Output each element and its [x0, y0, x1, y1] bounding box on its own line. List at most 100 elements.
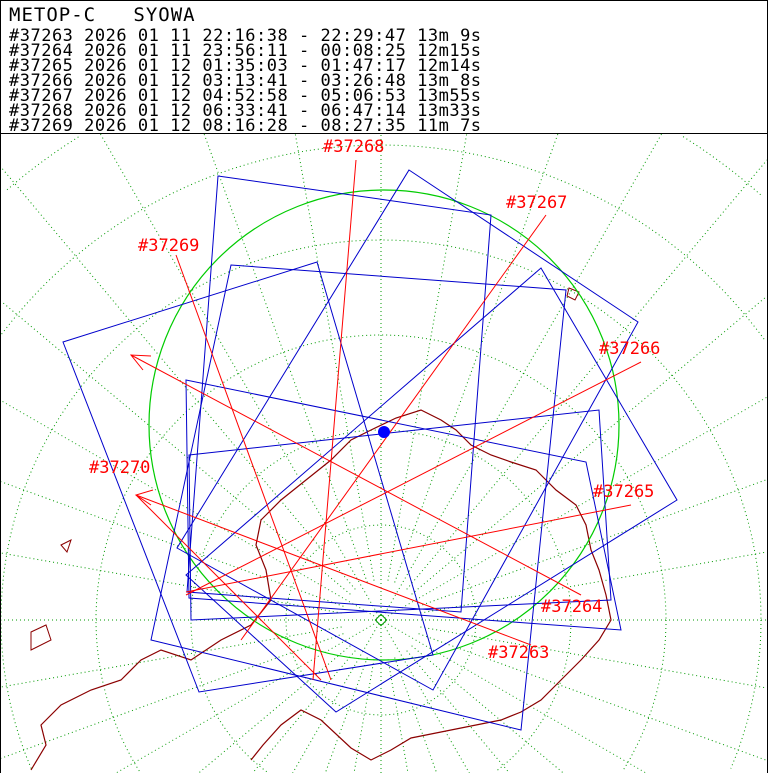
- meridian-line: [380, 619, 470, 773]
- pass-duration: 12m14s: [417, 56, 482, 76]
- separator: -: [298, 101, 310, 121]
- ground-track: [175, 254, 332, 681]
- pass-day: 11: [170, 26, 192, 46]
- direction-arrow-icon: [129, 354, 152, 371]
- pass-orbit: #37264: [9, 41, 74, 61]
- pass-day: 12: [170, 86, 192, 106]
- satellite-name: METOP-C: [9, 4, 97, 26]
- pass-start: 01:35:03: [202, 56, 289, 76]
- separator: -: [298, 26, 310, 46]
- island-outline: [566, 287, 580, 301]
- orbit-label: #37269: [138, 236, 199, 256]
- pass-day: 12: [170, 56, 192, 76]
- pass-swath: [185, 267, 678, 713]
- pass-orbit: #37265: [9, 56, 74, 76]
- pass-row: #37264 2026 01 11 23:56:11 - 00:08:25 12…: [9, 41, 482, 61]
- pass-orbit: #37269: [9, 116, 74, 136]
- separator: -: [298, 86, 310, 106]
- meridian-line: [1, 633, 344, 759]
- ground-track: [185, 504, 632, 593]
- pass-end: 06:47:14: [320, 101, 407, 121]
- ground-track: [240, 214, 547, 641]
- reception-range-circle: [148, 189, 620, 661]
- separator: -: [298, 71, 310, 91]
- pass-list-header: METOP-C SYOWA #37263 2026 01 11 22:16:38…: [0, 0, 768, 136]
- meridian-line: [387, 659, 409, 773]
- latitude-circle: [190, 429, 572, 773]
- pass-orbit: #37266: [9, 71, 74, 91]
- pass-month: 01: [137, 101, 160, 121]
- pass-swath: [186, 175, 492, 613]
- orbit-label: #37264: [541, 597, 602, 617]
- pole-marker: [374, 613, 388, 627]
- pass-start: 03:13:41: [202, 71, 289, 91]
- ground-track: [135, 494, 322, 681]
- meridian-line: [418, 479, 767, 607]
- pass-end: 08:27:35: [320, 116, 407, 136]
- station-marker-syowa: [378, 426, 390, 438]
- pass-end: 05:06:53: [320, 86, 407, 106]
- orbit-label: #37266: [599, 339, 660, 359]
- pass-day: 11: [170, 41, 192, 61]
- title-line: METOP-C SYOWA: [9, 5, 196, 25]
- pass-duration: 13m33s: [417, 101, 482, 121]
- pass-month: 01: [137, 86, 160, 106]
- latitude-circle: [622, 620, 667, 772]
- separator: -: [298, 56, 310, 76]
- meridian-line: [380, 619, 647, 773]
- meridian-line: [420, 626, 767, 689]
- pass-orbit: #37263: [9, 26, 74, 46]
- pass-month: 01: [137, 41, 160, 61]
- pass-year: 2026: [84, 26, 128, 46]
- pass-row: #37269 2026 01 12 08:16:28 - 08:27:35 11…: [9, 116, 482, 136]
- orbit-label: #37268: [323, 137, 384, 157]
- map-canvas: #37263 #37264 #37265 #37266 #37267 #37268 #372…: [1, 133, 767, 773]
- ground-track: [312, 159, 357, 681]
- meridian-line: [294, 133, 375, 581]
- island-outline: [30, 624, 52, 651]
- pass-row: #37268 2026 01 12 06:33:41 - 06:47:14 13…: [9, 101, 482, 121]
- pass-day: 12: [170, 116, 192, 136]
- pass-duration: 13m 9s: [417, 26, 482, 46]
- pass-start: 22:16:38: [202, 26, 289, 46]
- meridian-line: [1, 481, 344, 607]
- orbit-label: #37265: [593, 482, 654, 502]
- pass-duration: 13m55s: [417, 86, 482, 106]
- separator: -: [298, 41, 310, 61]
- ground-track: [185, 361, 642, 596]
- polar-map: #37263 #37264 #37265 #37266 #37267 #37268 #372…: [0, 133, 768, 773]
- meridian-line: [324, 657, 368, 773]
- orbit-label: #37267: [506, 193, 567, 213]
- meridian-line: [380, 396, 767, 621]
- pass-year: 2026: [84, 116, 128, 136]
- pass-month: 01: [137, 26, 160, 46]
- meridian-line: [406, 159, 767, 590]
- pass-row: #37266 2026 01 12 03:13:41 - 03:26:48 13…: [9, 71, 482, 91]
- meridian-line: [1, 552, 342, 614]
- pass-month: 01: [137, 56, 160, 76]
- latitude-circle: [682, 136, 763, 197]
- meridian-line: [198, 645, 351, 773]
- ground-track: [130, 354, 582, 596]
- pass-row: #37267 2026 01 12 04:52:58 - 05:06:53 13…: [9, 86, 482, 106]
- pass-year: 2026: [84, 41, 128, 61]
- meridian-line: [1, 166, 356, 590]
- latitude-circle: [1, 144, 766, 342]
- pass-swath: [62, 261, 434, 693]
- meridian-line: [1, 300, 351, 595]
- island-outline: [60, 539, 72, 553]
- pass-year: 2026: [84, 86, 128, 106]
- pass-start: 04:52:58: [202, 86, 289, 106]
- orbit-label: #37270: [89, 458, 150, 478]
- pass-year: 2026: [84, 56, 128, 76]
- pass-month: 01: [137, 116, 160, 136]
- pass-start: 06:33:41: [202, 101, 289, 121]
- latitude-circle: [1, 239, 762, 769]
- direction-arrow-icon: [134, 489, 154, 506]
- pass-end: 03:26:48: [320, 71, 407, 91]
- pass-end: 22:29:47: [320, 26, 407, 46]
- meridian-line: [353, 659, 375, 773]
- meridian-line: [292, 619, 382, 773]
- pass-end: 01:47:17: [320, 56, 407, 76]
